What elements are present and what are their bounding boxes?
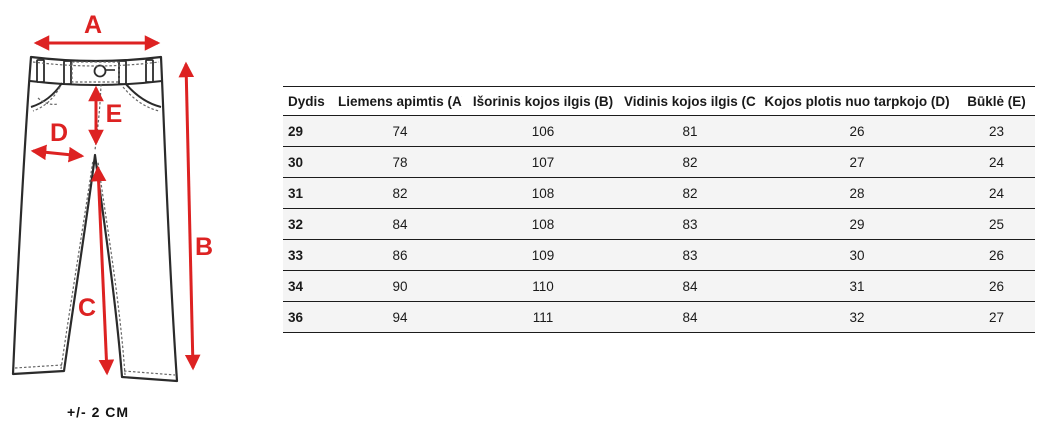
col-header-leg-width-crotch: Kojos plotis nuo tarpkojo (D) xyxy=(764,93,950,109)
outer-leg-cell: 108 xyxy=(531,216,555,232)
outer-leg-cell: 109 xyxy=(531,247,555,263)
inner-leg-cell: 81 xyxy=(682,123,698,139)
outer-leg-cell: 108 xyxy=(531,185,555,201)
leg-width-cell: 31 xyxy=(849,278,865,294)
inner-leg-cell: 84 xyxy=(682,278,698,294)
table-row: 32 84 108 83 29 25 xyxy=(283,208,1035,240)
placket-stitching xyxy=(71,61,120,83)
table-row: 31 82 108 82 28 24 xyxy=(283,177,1035,209)
col-header-waist: Liemens apimtis (A) xyxy=(338,93,462,109)
size-cell: 33 xyxy=(288,247,304,263)
jeans-measurement-diagram: A B C D E +/- 2 CM xyxy=(11,11,213,420)
leg-width-cell: 29 xyxy=(849,216,865,232)
leg-width-cell: 30 xyxy=(849,247,865,263)
waist-cell: 86 xyxy=(392,247,408,263)
arrow-b xyxy=(178,61,201,371)
size-cell: 31 xyxy=(288,185,304,201)
measure-label-b: B xyxy=(195,233,213,261)
col-header-outer-leg: Išorinis kojos ilgis (B) xyxy=(472,93,614,109)
waist-cell: 84 xyxy=(392,216,408,232)
size-table: Dydis Liemens apimtis (A) Išorinis kojos… xyxy=(283,86,1035,333)
outer-leg-cell: 111 xyxy=(532,309,554,325)
bukle-cell: 27 xyxy=(988,309,1005,325)
col-header-bukle: Būklė (E) xyxy=(967,93,1026,109)
inner-leg-cell: 83 xyxy=(682,247,698,263)
leg-width-cell: 26 xyxy=(849,123,865,139)
measure-label-d: D xyxy=(50,119,68,147)
table-row: 30 78 107 82 27 24 xyxy=(283,146,1035,178)
table-row: 33 86 109 83 30 26 xyxy=(283,239,1035,271)
outer-leg-cell: 110 xyxy=(532,278,554,294)
table-row: 29 74 106 81 26 23 xyxy=(283,115,1035,147)
table-row: 34 90 110 84 31 26 xyxy=(283,270,1035,302)
inner-leg-cell: 82 xyxy=(682,185,698,201)
inner-leg-cell: 84 xyxy=(682,309,698,325)
leg-width-cell: 27 xyxy=(849,154,865,170)
pockets xyxy=(30,82,162,112)
size-cell: 34 xyxy=(288,278,304,294)
leg-width-cell: 32 xyxy=(849,309,865,325)
size-cell: 29 xyxy=(288,123,304,139)
bukle-cell: 24 xyxy=(988,185,1005,201)
table-row: 36 94 111 84 32 27 xyxy=(283,301,1035,333)
belt-loops xyxy=(36,59,154,85)
bukle-cell: 23 xyxy=(988,123,1005,139)
size-cell: 32 xyxy=(288,216,304,232)
waist-cell: 74 xyxy=(392,123,408,139)
waist-cell: 82 xyxy=(392,185,408,201)
measure-label-e: E xyxy=(106,100,123,128)
measure-label-a: A xyxy=(84,11,102,39)
col-header-inner-leg: Vidinis kojos ilgis (C) xyxy=(624,93,756,109)
bukle-cell: 24 xyxy=(988,154,1005,170)
tolerance-note: +/- 2 CM xyxy=(67,404,129,420)
arrow-c xyxy=(90,165,115,376)
leg-width-cell: 28 xyxy=(849,185,865,201)
outer-leg-cell: 106 xyxy=(531,123,555,139)
size-cell: 30 xyxy=(288,154,304,170)
waist-button xyxy=(93,64,107,78)
bukle-cell: 26 xyxy=(988,278,1005,294)
measure-arrows xyxy=(30,35,201,376)
col-header-size: Dydis xyxy=(288,93,325,109)
bukle-cell: 25 xyxy=(988,216,1005,232)
waist-cell: 94 xyxy=(392,309,408,325)
waist-cell: 90 xyxy=(392,278,408,294)
inner-leg-cell: 83 xyxy=(682,216,698,232)
size-cell: 36 xyxy=(288,309,304,325)
bukle-cell: 26 xyxy=(988,247,1005,263)
outer-leg-cell: 107 xyxy=(531,154,555,170)
arrow-d xyxy=(30,144,85,163)
inner-leg-cell: 82 xyxy=(682,154,698,170)
measure-label-c: C xyxy=(78,294,96,322)
waist-cell: 78 xyxy=(392,154,408,170)
header-row: Dydis Liemens apimtis (A) Išorinis kojos… xyxy=(283,86,1035,116)
